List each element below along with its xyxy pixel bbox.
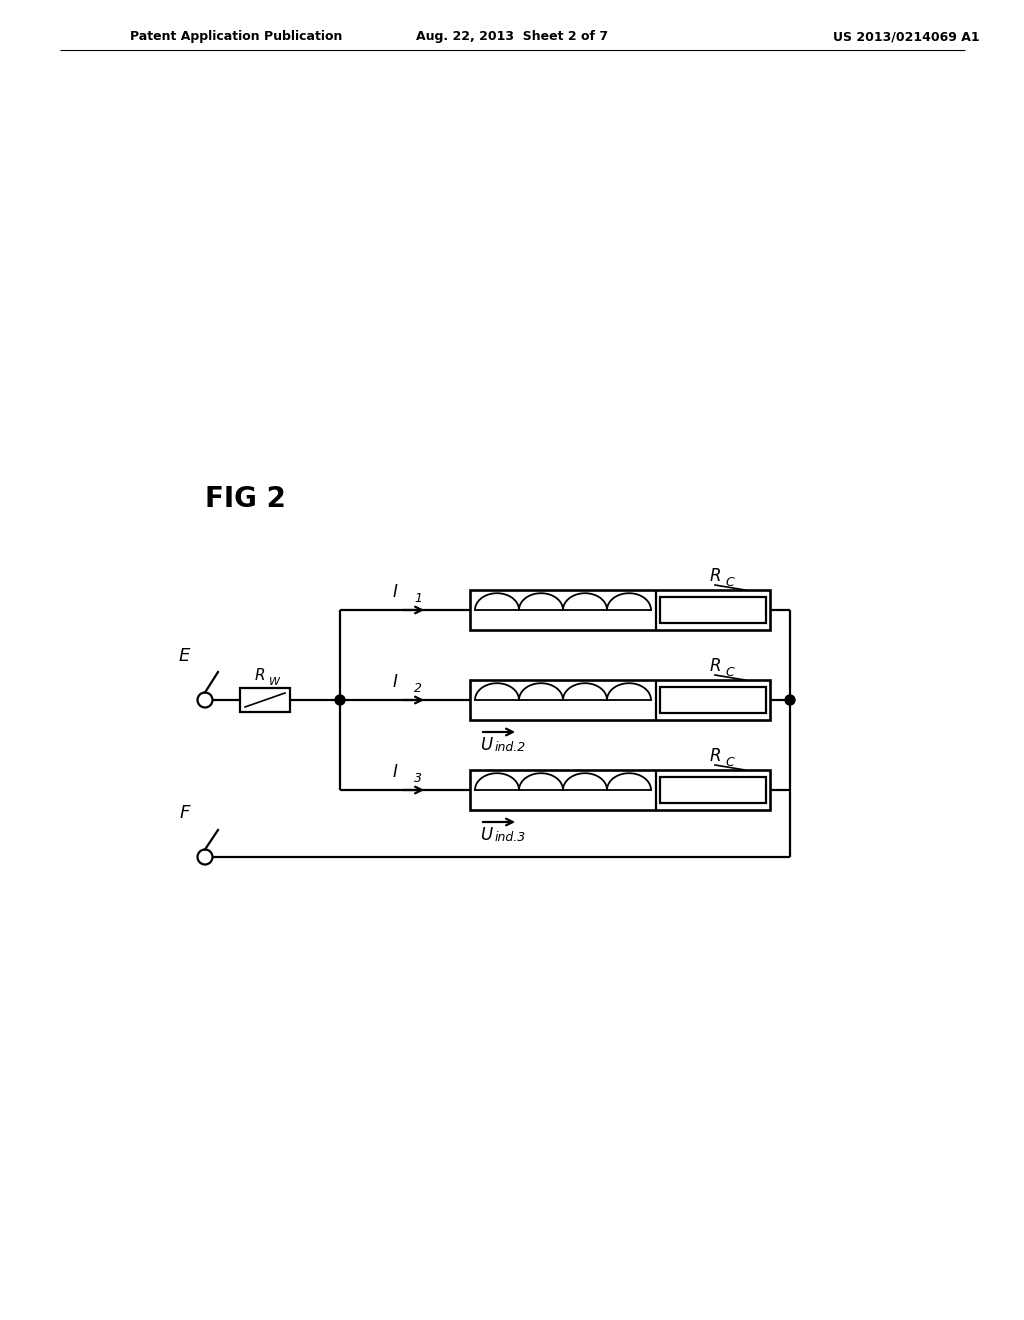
Bar [470,770,770,810]
Text: I: I [393,583,398,601]
Circle shape [785,696,795,705]
Bar [470,590,770,630]
Text: U: U [480,737,493,754]
Text: C: C [725,576,734,589]
Bar [240,688,290,711]
Bar [470,680,770,719]
Bar [660,688,766,713]
Text: 2: 2 [414,682,422,696]
Text: Patent Application Publication: Patent Application Publication [130,30,342,44]
Text: R: R [710,657,722,675]
Bar [660,777,766,803]
Circle shape [198,850,213,865]
Circle shape [198,693,213,708]
Text: I: I [393,763,398,781]
Text: 1: 1 [414,591,422,605]
Bar [660,597,766,623]
Text: ind.3: ind.3 [495,832,526,843]
Text: C: C [725,667,734,678]
Text: C: C [725,756,734,770]
Text: US 2013/0214069 A1: US 2013/0214069 A1 [834,30,980,44]
Text: R: R [710,747,722,766]
Text: U: U [480,826,493,843]
Text: I: I [393,673,398,690]
Text: FIG 2: FIG 2 [205,484,286,513]
Text: R: R [254,668,265,682]
Text: ind.2: ind.2 [495,741,526,754]
Text: F: F [179,804,190,822]
Text: 3: 3 [414,772,422,785]
Text: R: R [710,568,722,585]
Text: Aug. 22, 2013  Sheet 2 of 7: Aug. 22, 2013 Sheet 2 of 7 [416,30,608,44]
Text: W: W [269,677,280,686]
Text: E: E [178,647,190,665]
Circle shape [335,696,345,705]
